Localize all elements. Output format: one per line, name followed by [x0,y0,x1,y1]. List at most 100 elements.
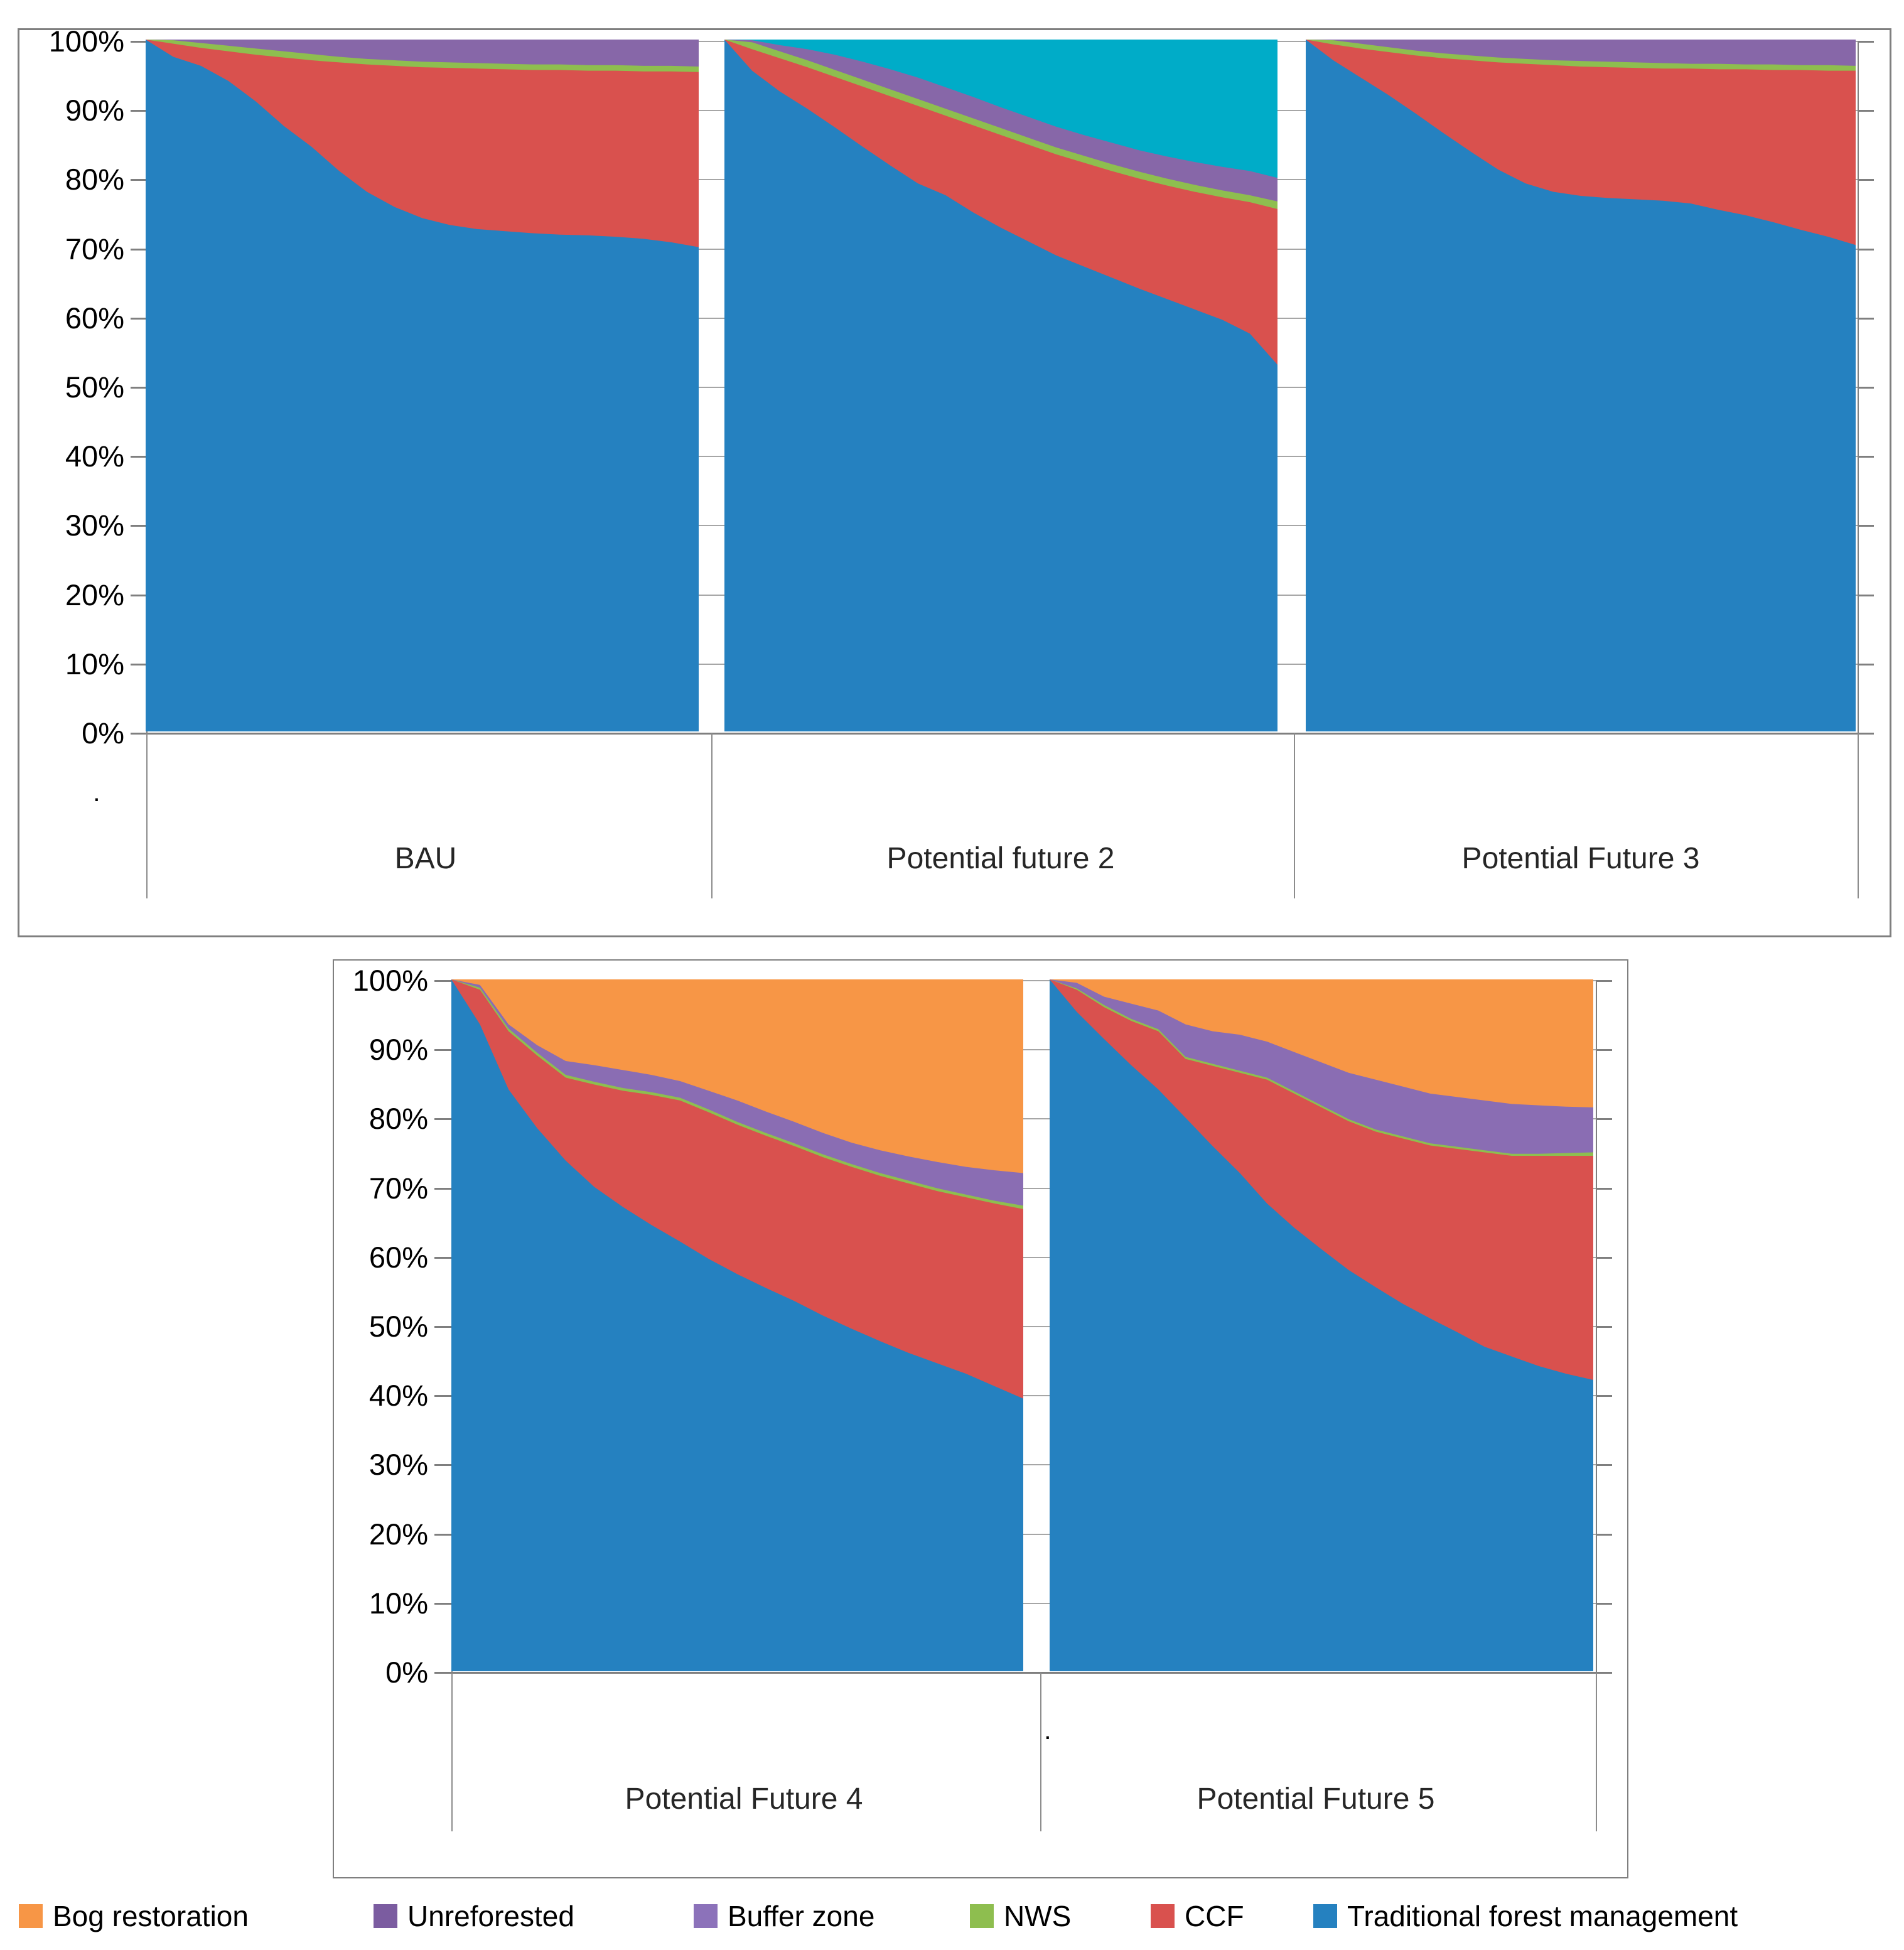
y-axis-tick [434,1118,451,1120]
chart-title-potential-future-5: Potential Future 5 [1197,1782,1435,1816]
legend: Bog restoration Unreforested Buffer zone… [0,1893,1904,1943]
top-panel-stray-dot: . [93,777,100,807]
y-axis-tick [131,110,146,112]
gridline-40% [451,1395,1596,1396]
y-axis-label-100%: 100% [352,964,428,997]
legend-item-traditional-forest-management: Traditional forest management [1313,1902,1738,1931]
category-separator-line-1 [711,733,713,898]
legend-label: CCF [1185,1900,1244,1932]
y-axis-label-70%: 70% [65,232,124,266]
y-axis-tick-right [1596,1257,1612,1259]
y-axis-tick-right [1858,249,1874,250]
y-axis-tick-right [1858,179,1874,181]
y-axis-tick [131,387,146,389]
y-axis-tick-right [1596,1534,1612,1536]
gridline-70% [451,1188,1596,1189]
legend-label: Traditional forest management [1347,1900,1738,1932]
traditional-forest-management-swatch-icon [1313,1904,1337,1928]
stacked-area-chart-pf2 [724,40,1277,731]
y-axis-tick [131,525,146,527]
chart-title-potential-future-3: Potential Future 3 [1461,842,1700,875]
y-axis-tick-right [1596,1326,1612,1328]
area-series-traditional-forest-management [1050,979,1593,1671]
legend-label: NWS [1004,1900,1072,1932]
y-axis-tick-right [1858,41,1874,43]
gridline-20% [451,1534,1596,1535]
y-axis-label-50%: 50% [65,370,124,404]
stacked-area-chart-pf4 [451,979,1023,1671]
y-axis-tick [434,1603,451,1605]
bottom-panel-stray-dot: . [1044,1715,1052,1745]
y-axis-tick-right [1858,318,1874,320]
y-axis-tick-right [1858,595,1874,596]
chart-title-potential-future-2: Potential future 2 [886,842,1115,875]
category-separator-line-0 [146,733,148,898]
y-axis-label-70%: 70% [368,1172,428,1205]
y-axis-label-20%: 20% [368,1517,428,1551]
gridline-80% [451,1118,1596,1119]
y-axis-label-60%: 60% [65,301,124,335]
stacked-area-chart-pf5 [1050,979,1593,1671]
gridline-60% [451,1257,1596,1258]
y-axis-tick-right [1858,664,1874,665]
y-axis-tick-right [1596,1049,1612,1051]
gridline-10% [451,1603,1596,1604]
legend-label: Buffer zone [728,1900,875,1932]
stacked-area-chart-pf3 [1306,40,1856,731]
y-axis-tick [434,1464,451,1466]
y-axis-tick-right [1596,1603,1612,1605]
ccf-swatch-icon [1151,1904,1175,1928]
legend-item-nws: NWS [970,1902,1071,1931]
chart-title-bau: BAU [394,842,457,875]
y-axis-label-30%: 30% [65,509,124,542]
y-axis-tick-right [1596,1188,1612,1190]
y-axis-label-0%: 0% [82,716,124,750]
bog-restoration-swatch-icon [19,1904,43,1928]
y-axis-tick [131,249,146,250]
y-axis-label-60%: 60% [368,1241,428,1274]
y-axis-label-40%: 40% [65,439,124,473]
y-axis-tick [131,733,146,735]
y-axis-tick [434,980,451,982]
y-axis-tick [434,1049,451,1051]
category-separator-line-0 [451,1673,453,1831]
y-axis-tick [131,595,146,596]
area-series-traditional-forest-management [724,40,1277,731]
x-axis-baseline [451,1672,1596,1674]
y-axis-label-80%: 80% [368,1102,428,1135]
y-axis-label-100%: 100% [48,24,124,58]
unreforested-swatch-icon [374,1904,397,1928]
area-series-traditional-forest-management [451,979,1023,1671]
category-separator-line-3 [1858,733,1859,898]
gridline-90% [451,1049,1596,1050]
area-series-traditional-forest-management [1306,40,1856,731]
right-axis-line [1596,981,1597,1673]
y-axis-tick-right [1858,456,1874,458]
nws-swatch-icon [970,1904,994,1928]
y-axis-tick [131,456,146,458]
x-axis-baseline [146,733,1858,735]
legend-item-ccf: CCF [1151,1902,1244,1931]
category-separator-line-2 [1596,1673,1597,1831]
y-axis-label-40%: 40% [368,1379,428,1412]
buffer-zone-swatch-icon [694,1904,718,1928]
y-axis-tick [434,1326,451,1328]
y-axis-tick-right [1858,525,1874,527]
y-axis-tick-right [1858,110,1874,112]
y-axis-label-10%: 10% [368,1586,428,1620]
gridline-30% [451,1464,1596,1465]
legend-item-unreforested: Unreforested [374,1902,574,1931]
area-series-traditional-forest-management [146,40,699,731]
gridline-100% [451,980,1596,981]
y-axis-tick [131,179,146,181]
y-axis-tick-right [1596,1672,1612,1674]
y-axis-tick [434,1534,451,1536]
y-axis-label-0%: 0% [385,1656,428,1689]
legend-label: Unreforested [407,1900,574,1932]
legend-item-bog-restoration: Bog restoration [19,1902,249,1931]
stacked-area-chart-bau [146,40,699,731]
y-axis-tick-right [1858,733,1874,735]
y-axis-tick [434,1188,451,1190]
